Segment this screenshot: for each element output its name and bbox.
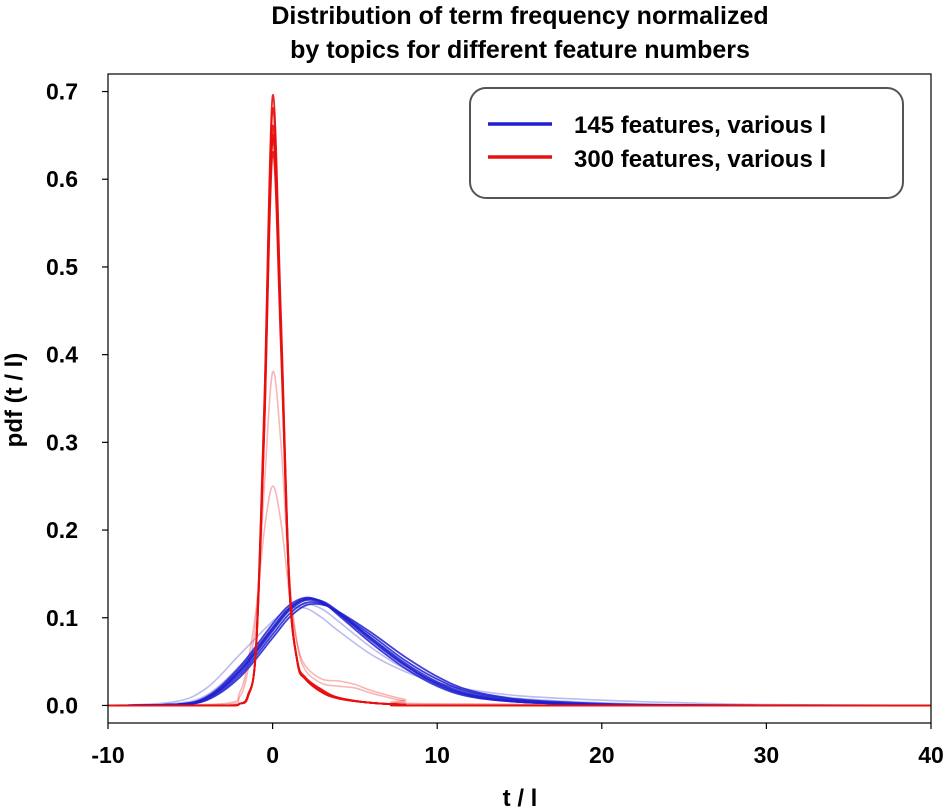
y-tick-label: 0.3 — [46, 429, 78, 455]
x-tick-label: 30 — [754, 742, 780, 768]
y-tick-label: 0.5 — [46, 254, 78, 280]
legend-box — [469, 87, 904, 199]
series-line-12 — [108, 133, 931, 707]
series-line-9 — [108, 124, 931, 707]
legend-label-300: 300 features, various l — [574, 146, 826, 173]
series-layer — [107, 94, 932, 707]
y-tick-label: 0.6 — [46, 166, 78, 192]
series-line-13 — [108, 107, 931, 707]
legend-label-145: 145 features, various l — [574, 112, 826, 139]
x-axis-label: t / l — [503, 785, 538, 811]
y-tick-label: 0.7 — [46, 79, 78, 105]
series-line-15 — [107, 485, 932, 707]
series-line-11 — [108, 151, 931, 707]
y-tick-label: 0.1 — [46, 605, 78, 631]
series-line-0 — [107, 598, 932, 707]
x-axis: -10 0 10 20 30 40 — [91, 723, 944, 768]
series-line-6 — [107, 606, 932, 707]
chart-title-line-1: Distribution of term frequency normalize… — [271, 2, 768, 30]
x-tick-label: 20 — [589, 742, 615, 768]
series-line-14 — [107, 370, 932, 707]
series-line-1 — [107, 597, 932, 707]
x-tick-label: 0 — [266, 742, 279, 768]
x-tick-label: 10 — [424, 742, 450, 768]
y-tick-label: 0.4 — [46, 342, 78, 368]
series-line-2 — [107, 601, 932, 707]
x-tick-label: 40 — [918, 742, 944, 768]
series-line-7 — [107, 602, 932, 707]
plot-frame — [107, 73, 932, 724]
legend: 145 features, various l 300 features, va… — [469, 87, 904, 199]
series-line-3 — [107, 596, 932, 707]
y-axis-label: pdf (t / l) — [1, 353, 28, 448]
chart-title-line-2: by topics for different feature numbers — [290, 36, 750, 64]
series-line-4 — [107, 602, 932, 707]
series-line-5 — [107, 597, 932, 707]
y-tick-label: 0.0 — [46, 692, 78, 718]
y-axis: 0.0 0.1 0.2 0.3 0.4 0.5 0.6 0.7 — [46, 79, 108, 718]
y-tick-label: 0.2 — [46, 517, 78, 543]
x-tick-label: -10 — [91, 742, 124, 768]
series-line-10 — [108, 137, 931, 707]
